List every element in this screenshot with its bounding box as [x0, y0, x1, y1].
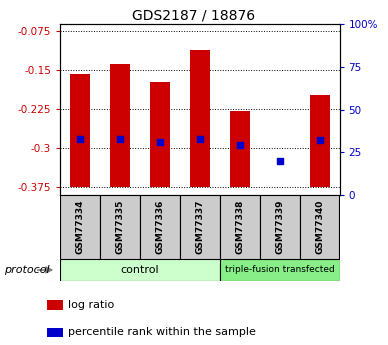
Text: protocol: protocol [4, 265, 50, 275]
Bar [220, 195, 260, 259]
Text: GSM77334: GSM77334 [76, 200, 85, 254]
Point [77, 136, 83, 141]
Bar [47, 328, 63, 337]
Bar [180, 195, 220, 259]
Bar [260, 195, 300, 259]
Text: GSM77337: GSM77337 [195, 200, 204, 254]
Text: GDS2187 / 18876: GDS2187 / 18876 [132, 9, 256, 23]
Bar [60, 259, 220, 281]
Bar [140, 195, 180, 259]
Text: GSM77338: GSM77338 [235, 200, 244, 254]
Bar [310, 95, 329, 187]
Bar [220, 259, 340, 281]
Text: percentile rank within the sample: percentile rank within the sample [68, 327, 256, 337]
Point [317, 138, 323, 143]
Text: control: control [121, 265, 159, 275]
Bar [47, 300, 63, 310]
Bar [70, 74, 90, 187]
Text: triple-fusion transfected: triple-fusion transfected [225, 265, 334, 275]
Text: GSM77339: GSM77339 [275, 200, 284, 254]
Point [197, 136, 203, 141]
Bar [300, 195, 340, 259]
Bar [150, 82, 170, 187]
Point [237, 142, 243, 148]
Text: GSM77340: GSM77340 [315, 200, 324, 254]
Bar [110, 64, 130, 187]
Bar [230, 111, 250, 187]
Point [277, 158, 283, 164]
Bar [100, 195, 140, 259]
Text: log ratio: log ratio [68, 300, 114, 309]
Point [117, 136, 123, 141]
Text: GSM77335: GSM77335 [116, 200, 125, 254]
Bar [60, 195, 100, 259]
Bar [190, 50, 210, 187]
Text: GSM77336: GSM77336 [156, 200, 165, 254]
Point [157, 139, 163, 145]
